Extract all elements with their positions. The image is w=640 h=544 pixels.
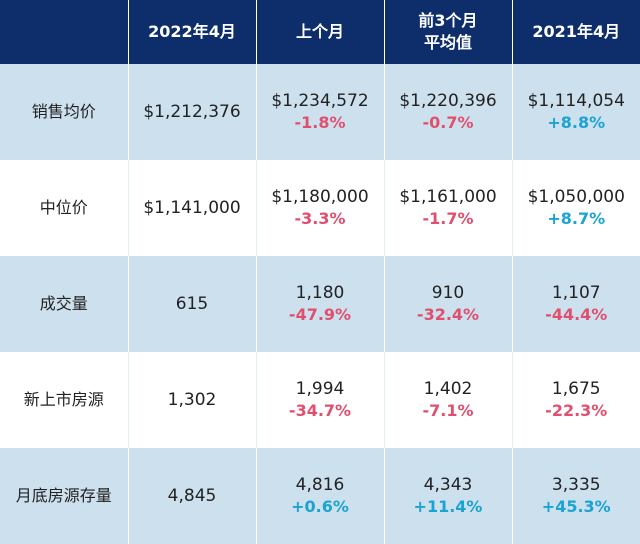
cell-change: +45.3% bbox=[541, 497, 611, 516]
cell-change: -34.7% bbox=[288, 401, 352, 420]
cell-value: 3,335 bbox=[551, 475, 601, 495]
cell-value: $1,180,000 bbox=[271, 187, 369, 207]
row-label: 新上市房源 bbox=[0, 352, 128, 448]
cell-change: +8.8% bbox=[547, 113, 606, 132]
cell-change: -1.7% bbox=[422, 209, 474, 228]
cell-change: -7.1% bbox=[422, 401, 474, 420]
cell-value: 910 bbox=[431, 283, 465, 303]
cell-change: -22.3% bbox=[545, 401, 608, 420]
header-row: 2022年4月 上个月 前3个月 平均值 2021年4月 bbox=[0, 0, 640, 64]
cell-change: +0.6% bbox=[291, 497, 349, 516]
cell-change: +8.7% bbox=[547, 209, 606, 228]
row-label: 成交量 bbox=[0, 256, 128, 352]
cell-value: 4,816 bbox=[295, 475, 345, 495]
cell-last-month: 4,816 +0.6% bbox=[255, 448, 384, 544]
cell-value: 1,107 bbox=[551, 283, 601, 303]
cell-value: 1,994 bbox=[295, 379, 345, 399]
cell-last-month: 1,994 -34.7% bbox=[255, 352, 384, 448]
cell-value: 1,302 bbox=[167, 390, 217, 410]
cell-value: 4,343 bbox=[423, 475, 473, 495]
cell-last-year: 1,675 -22.3% bbox=[511, 352, 640, 448]
cell-value: $1,141,000 bbox=[143, 198, 241, 218]
cell-current: 4,845 bbox=[127, 448, 256, 544]
cell-current: 615 bbox=[127, 256, 256, 352]
cell-change: -44.4% bbox=[545, 305, 608, 324]
cell-value: $1,050,000 bbox=[527, 187, 625, 207]
cell-value: 1,402 bbox=[423, 379, 473, 399]
cell-last-year: $1,050,000 +8.7% bbox=[511, 160, 640, 256]
cell-value: $1,114,054 bbox=[527, 91, 625, 111]
cell-last-year: $1,114,054 +8.8% bbox=[511, 64, 640, 160]
cell-last-year: 3,335 +45.3% bbox=[511, 448, 640, 544]
cell-current: 1,302 bbox=[127, 352, 256, 448]
header-3month-avg: 前3个月 平均值 bbox=[383, 0, 512, 64]
table-row: 成交量 615 1,180 -47.9% 910 -32.4% 1,107 -44.4… bbox=[0, 256, 640, 352]
cell-current: $1,141,000 bbox=[127, 160, 256, 256]
cell-value: 4,845 bbox=[167, 486, 217, 506]
table-row: 销售均价 $1,212,376 $1,234,572 -1.8% $1,220,3… bbox=[0, 64, 640, 160]
cell-change: +11.4% bbox=[413, 497, 483, 516]
cell-last-month: $1,180,000 -3.3% bbox=[255, 160, 384, 256]
cell-3month-avg: 1,402 -7.1% bbox=[383, 352, 512, 448]
cell-value: 615 bbox=[175, 294, 209, 314]
header-corner bbox=[0, 0, 128, 64]
cell-last-month: 1,180 -47.9% bbox=[255, 256, 384, 352]
cell-value: $1,220,396 bbox=[399, 91, 497, 111]
header-3month-avg-line2: 平均值 bbox=[423, 33, 472, 52]
cell-3month-avg: $1,220,396 -0.7% bbox=[383, 64, 512, 160]
cell-value: 1,180 bbox=[295, 283, 345, 303]
cell-last-year: 1,107 -44.4% bbox=[511, 256, 640, 352]
table-row: 月底房源存量 4,845 4,816 +0.6% 4,343 +11.4% 3,33… bbox=[0, 448, 640, 544]
table-body: 销售均价 $1,212,376 $1,234,572 -1.8% $1,220,3… bbox=[0, 64, 640, 544]
cell-change: -3.3% bbox=[294, 209, 346, 228]
header-last-year: 2021年4月 bbox=[511, 0, 640, 64]
cell-3month-avg: $1,161,000 -1.7% bbox=[383, 160, 512, 256]
cell-value: $1,212,376 bbox=[143, 102, 241, 122]
header-current-month: 2022年4月 bbox=[127, 0, 256, 64]
cell-value: $1,161,000 bbox=[399, 187, 497, 207]
cell-change: -47.9% bbox=[288, 305, 352, 324]
cell-change: -0.7% bbox=[422, 113, 474, 132]
cell-last-month: $1,234,572 -1.8% bbox=[255, 64, 384, 160]
cell-value: $1,234,572 bbox=[271, 91, 369, 111]
row-label: 中位价 bbox=[0, 160, 128, 256]
header-last-month: 上个月 bbox=[255, 0, 384, 64]
row-label: 销售均价 bbox=[0, 64, 128, 160]
cell-current: $1,212,376 bbox=[127, 64, 256, 160]
row-label: 月底房源存量 bbox=[0, 448, 128, 544]
cell-change: -32.4% bbox=[416, 305, 480, 324]
table-row: 中位价 $1,141,000 $1,180,000 -3.3% $1,161,00… bbox=[0, 160, 640, 256]
table-row: 新上市房源 1,302 1,994 -34.7% 1,402 -7.1% 1,675… bbox=[0, 352, 640, 448]
header-3month-avg-line1: 前3个月 bbox=[418, 11, 478, 30]
table-header: 2022年4月 上个月 前3个月 平均值 2021年4月 bbox=[0, 0, 640, 64]
cell-3month-avg: 910 -32.4% bbox=[383, 256, 512, 352]
cell-change: -1.8% bbox=[294, 113, 346, 132]
cell-3month-avg: 4,343 +11.4% bbox=[383, 448, 512, 544]
cell-value: 1,675 bbox=[551, 379, 601, 399]
